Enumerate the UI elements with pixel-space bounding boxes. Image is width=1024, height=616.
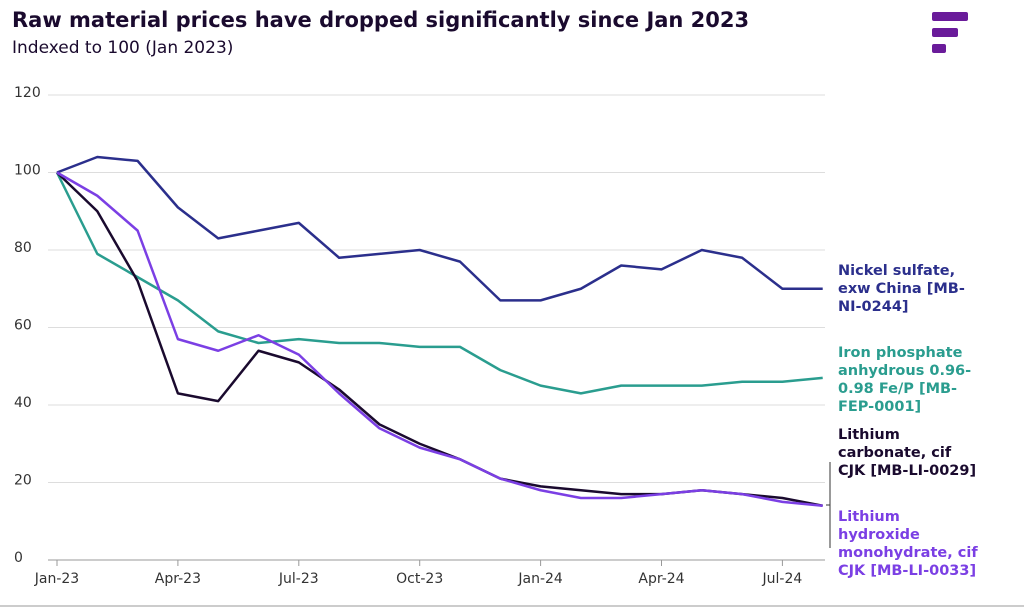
series-line <box>56 155 823 302</box>
chart-title: Raw material prices have dropped signifi… <box>12 8 750 32</box>
logo <box>932 12 968 53</box>
y-tick-label: 0 <box>14 550 23 566</box>
y-tick-label: 100 <box>14 163 41 179</box>
series-line <box>56 171 823 507</box>
chart-subtitle: Indexed to 100 (Jan 2023) <box>12 38 234 58</box>
series-label: Iron phosphate anhydrous 0.96-0.98 Fe/P … <box>838 345 972 415</box>
y-tick-label: 40 <box>14 395 32 411</box>
y-tick-label: 60 <box>14 318 32 334</box>
x-tick-label: Jul-24 <box>762 571 803 587</box>
y-tick-label: 120 <box>14 85 41 101</box>
x-tick-label: Jul-23 <box>278 571 319 587</box>
series-line <box>56 171 823 507</box>
y-tick-label: 20 <box>14 473 32 489</box>
x-tick-label: Jan-23 <box>34 571 79 587</box>
series-label: Lithium hydroxide monohydrate, cif CJK [… <box>838 509 978 579</box>
y-tick-label: 80 <box>14 240 32 256</box>
series-line <box>55 171 823 395</box>
x-tick-label: Apr-23 <box>155 571 201 587</box>
series-label: Nickel sulfate, exw China [MB-NI-0244] <box>838 263 965 315</box>
x-tick-label: Oct-23 <box>396 571 443 587</box>
x-tick-label: Jan-24 <box>517 571 563 587</box>
series-label: Lithium carbonate, cif CJK [MB-LI-0029] <box>838 427 977 479</box>
x-tick-label: Apr-24 <box>638 571 684 587</box>
